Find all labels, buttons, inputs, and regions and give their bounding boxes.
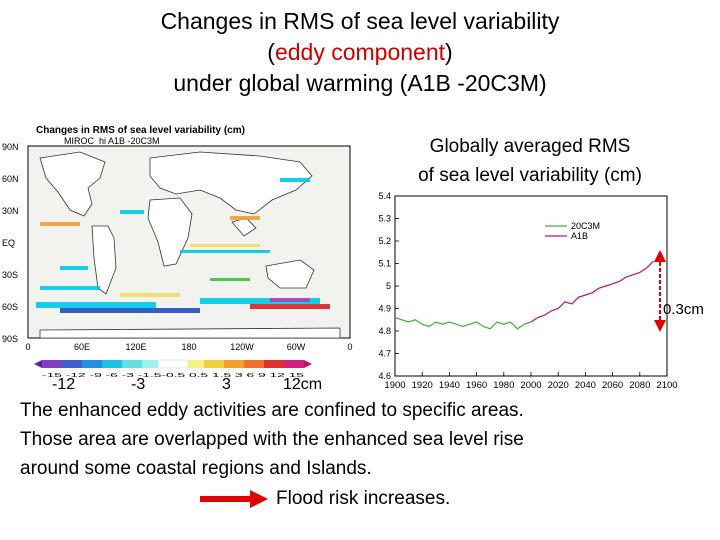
map-anomaly-patches <box>36 178 330 313</box>
body-line-2: Those area are overlapped with the enhan… <box>20 429 524 450</box>
x-tick-label: 2100 <box>656 380 677 391</box>
chart-legend: 20C3M A1B <box>545 221 600 241</box>
body-line-1: The enhanced eddy activities are confine… <box>20 400 524 421</box>
x-tick-label: 1900 <box>384 380 405 391</box>
y-tick-label: 5.3 <box>378 214 391 224</box>
colorbar-label-minus3: -3 <box>131 376 146 393</box>
title-paren-close: ) <box>445 39 453 65</box>
lon-label: 60E <box>74 342 90 352</box>
lineplot-heading-line-2: of sea level variability (cm) <box>418 165 642 186</box>
x-tick-label: 2060 <box>602 380 623 391</box>
lon-label: 180 <box>181 342 196 352</box>
y-tick-label: 5 <box>386 281 391 291</box>
lat-label: 60S <box>2 302 18 312</box>
y-tick-label: 4.6 <box>378 371 391 381</box>
x-tick-label: 1960 <box>466 380 487 391</box>
y-tick-label: 5.2 <box>378 236 391 246</box>
lat-label: 30S <box>2 270 18 280</box>
flood-risk-row: Flood risk increases. <box>200 484 720 514</box>
map-lat-labels: 90N 60N 30N EQ 30S 60S 90S <box>2 142 19 344</box>
body-line-3: around some coastal regions and Islands. <box>20 458 372 479</box>
series-line-20c3m <box>394 316 532 330</box>
lat-label: 90S <box>2 334 18 344</box>
title-line-3: under global warming (A1B -20C3M) <box>173 70 547 96</box>
flood-risk-text: Flood risk increases. <box>276 488 451 509</box>
world-map-figure: Changes in RMS of sea level variability … <box>2 125 353 379</box>
y-tick-label: 4.7 <box>378 349 391 359</box>
title-eddy-component: eddy component <box>274 39 446 65</box>
y-tick-label: 4.9 <box>378 304 391 314</box>
rms-line-chart: 4.6 4.7 4.8 4.9 5 5.1 5.2 5.3 5.4 1900 1920 1940 19… <box>378 191 704 391</box>
lineplot-heading: Globally averaged RMS of sea level varia… <box>380 132 680 190</box>
lon-label: 60W <box>287 342 306 352</box>
series-line-a1b <box>530 260 654 323</box>
body-text: The enhanced eddy activities are confine… <box>20 396 710 483</box>
lon-label: 0 <box>25 342 30 352</box>
map-land <box>39 151 341 339</box>
map-subtitle: MIROC_hi A1B -20C3M <box>64 136 160 146</box>
lat-label: 60N <box>2 174 19 184</box>
map-title: Changes in RMS of sea level variability … <box>36 125 245 136</box>
colorbar-label-minus12: -12 <box>52 376 76 393</box>
slide-title: Changes in RMS of sea level variability … <box>0 6 720 99</box>
colorbar-ticks: -15 -12 -9 -6 -3 -1.5-0.5 0.5 1.5 3 6 9 … <box>42 373 304 379</box>
annotation-arrow <box>654 250 666 332</box>
legend-label-a1b: A1B <box>571 231 588 241</box>
map-lon-labels: 0 60E 120E 180 120W 60W 0 <box>25 342 352 352</box>
x-tick-label: 1940 <box>439 380 460 391</box>
y-tick-label: 5.1 <box>378 259 391 269</box>
colorbar-label-3: 3 <box>222 376 231 393</box>
x-tick-label: 2040 <box>575 380 596 391</box>
colorbar-label-12cm: 12cm <box>283 376 323 393</box>
lineplot-heading-line-1: Globally averaged RMS <box>429 136 631 157</box>
lat-label: 30N <box>2 206 19 216</box>
x-tick-label: 1920 <box>412 380 433 391</box>
plot-area <box>394 195 668 377</box>
x-tick-label: 1980 <box>493 380 514 391</box>
title-line-1: Changes in RMS of sea level variability <box>160 8 560 34</box>
legend-label-20c3m: 20C3M <box>571 221 600 231</box>
lat-label: 90N <box>2 142 19 152</box>
lon-label: 120W <box>230 342 254 352</box>
lon-label: 0 <box>347 342 352 352</box>
x-tick-label: 2020 <box>548 380 569 391</box>
title-line-2: (eddy component) <box>0 37 720 68</box>
title-paren-open: ( <box>267 39 275 65</box>
x-tick-label: 2000 <box>520 380 541 391</box>
y-tick-label: 5.4 <box>378 191 391 201</box>
x-tick-label: 2080 <box>629 380 650 391</box>
right-arrow-icon <box>200 490 268 508</box>
annotation-label: 0.3cm <box>663 301 704 318</box>
map-colorbar: -15 -12 -9 -6 -3 -1.5-0.5 0.5 1.5 3 6 9 … <box>34 359 312 379</box>
lat-label: EQ <box>2 238 15 248</box>
lon-label: 120E <box>125 342 146 352</box>
y-tick-label: 4.8 <box>378 326 391 336</box>
